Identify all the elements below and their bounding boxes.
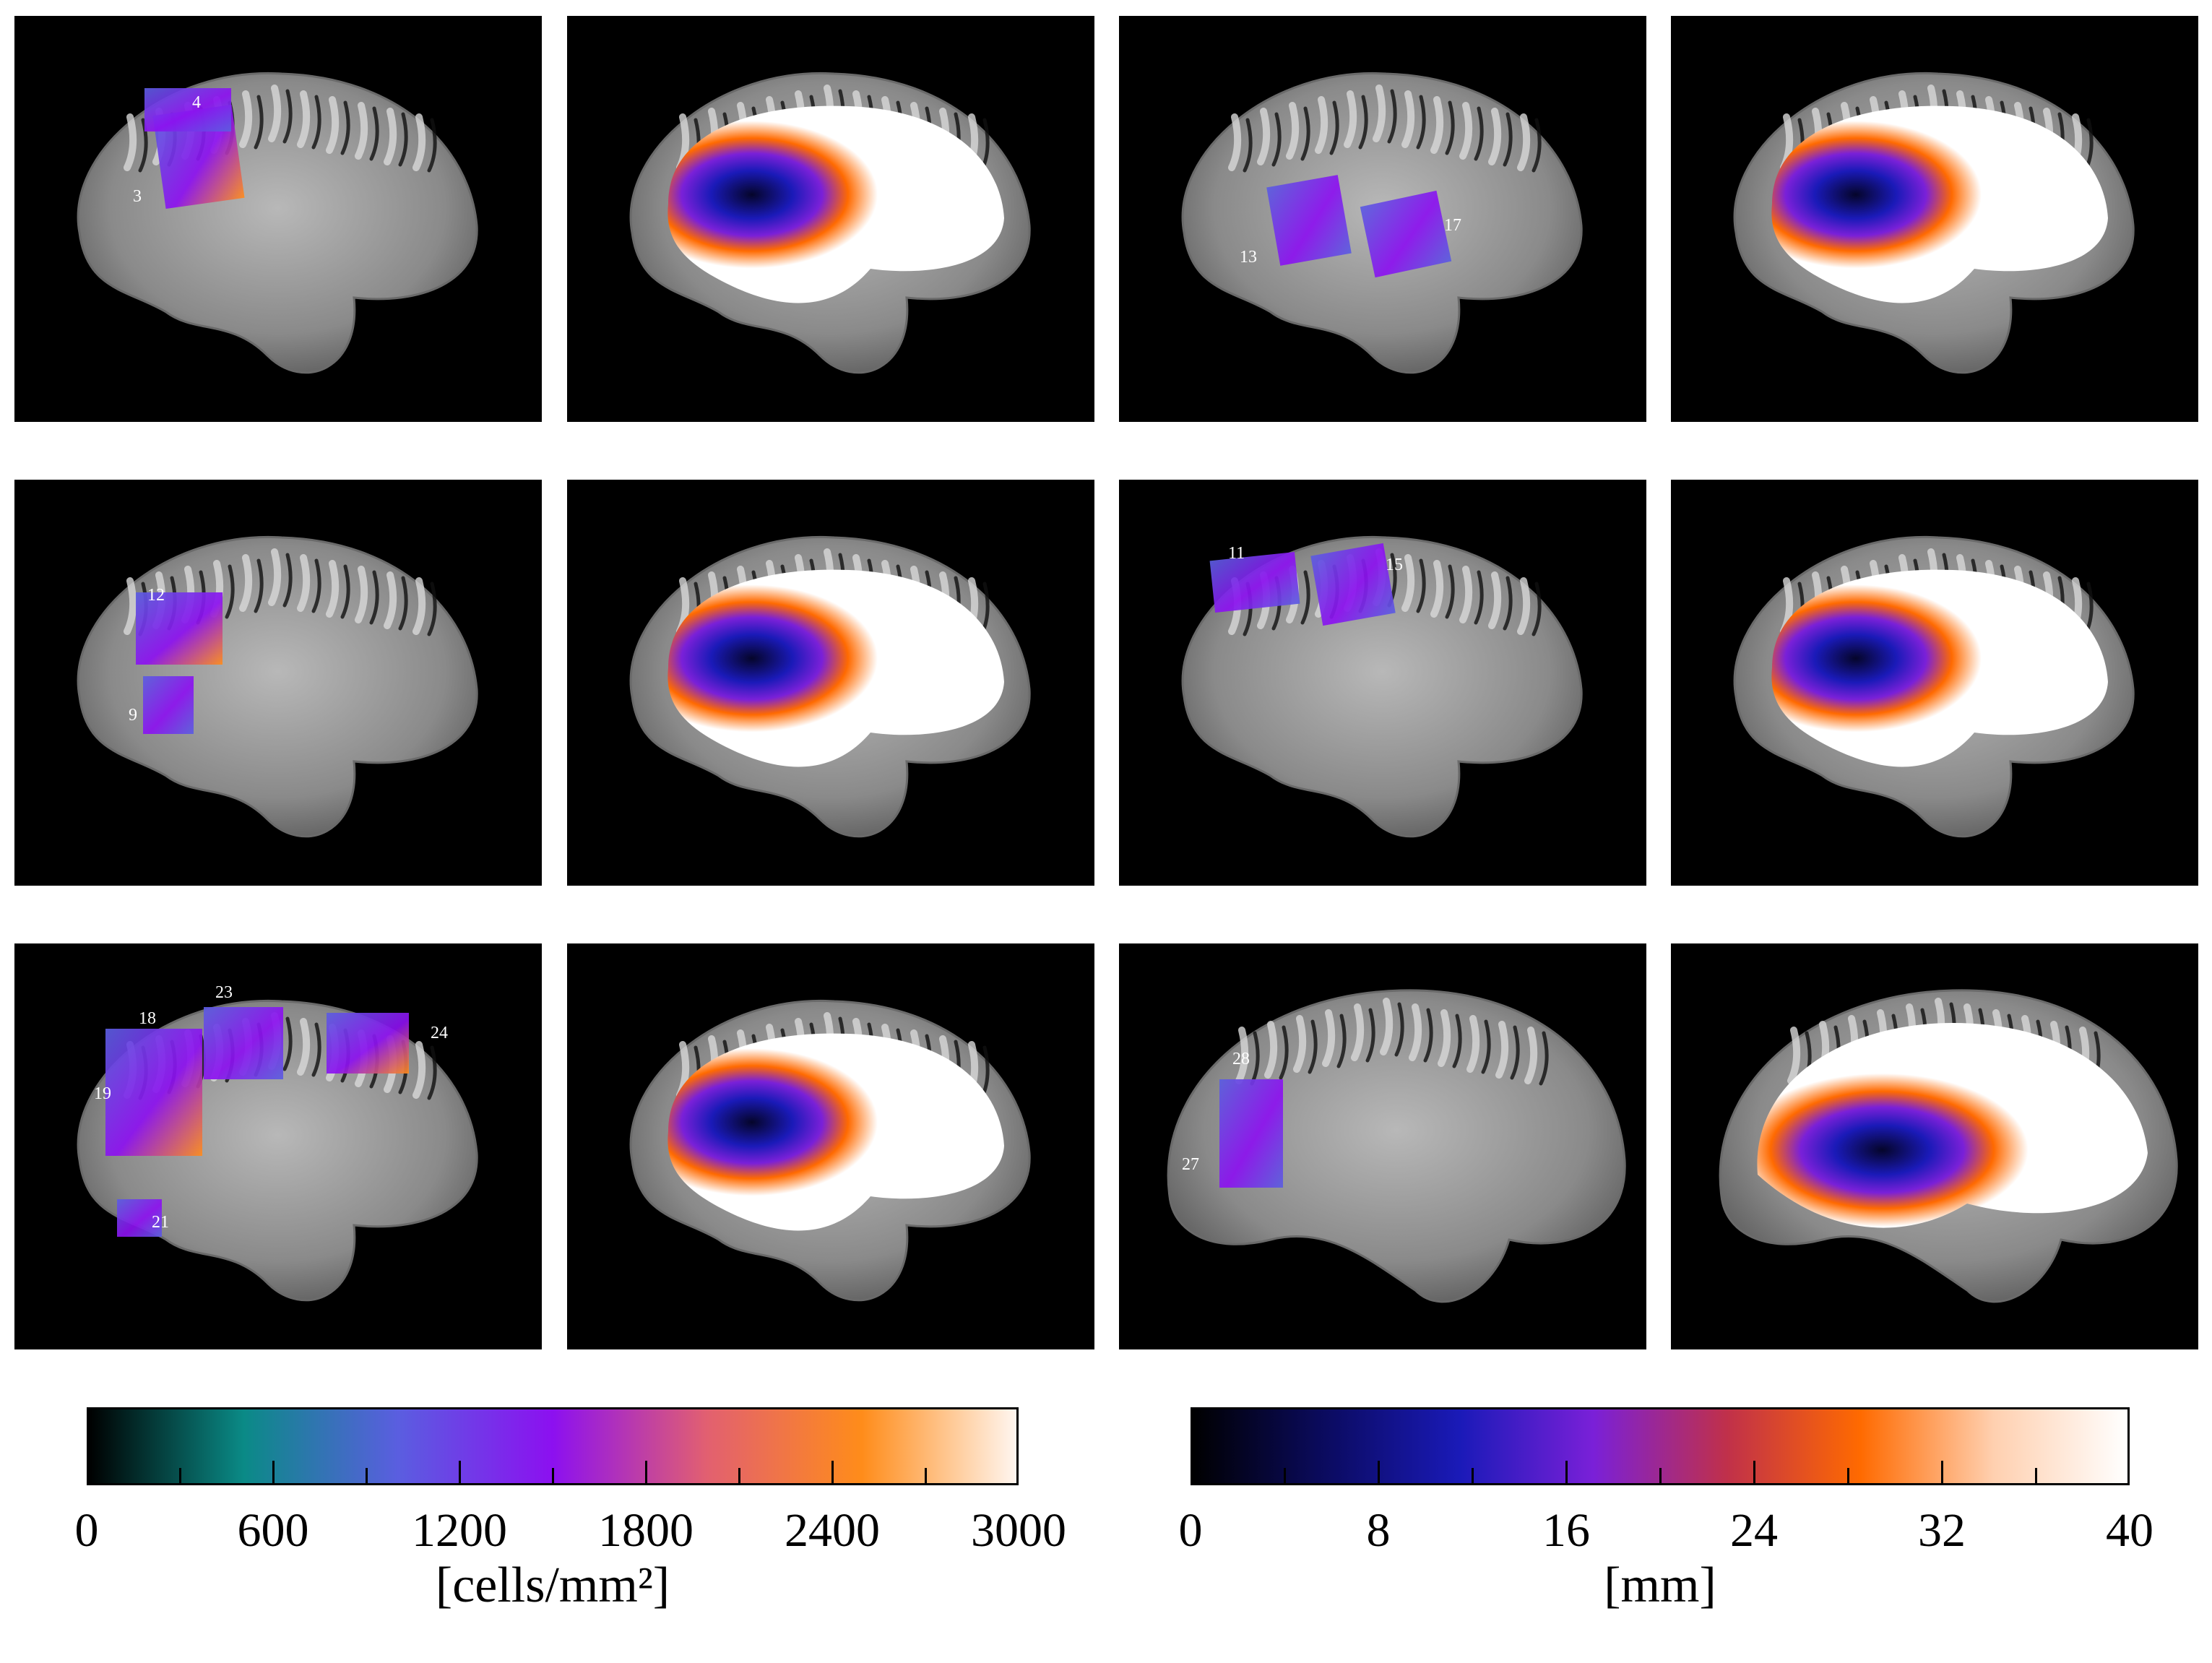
- brain-slice-image: [1167, 989, 1626, 1303]
- histology-patch: [136, 592, 223, 665]
- minor-tick: [179, 1468, 181, 1485]
- mri-histology-panel: 12 9: [14, 480, 542, 886]
- major-tick: [1016, 1461, 1019, 1485]
- major-tick: [1753, 1461, 1755, 1485]
- minor-tick: [1659, 1468, 1662, 1485]
- mri-distance-map-panel: [1671, 480, 2198, 886]
- mri-histology-panel: 28 27: [1119, 943, 1646, 1349]
- brain-slice-image: [77, 72, 478, 374]
- mri-distance-map-panel: [567, 480, 1094, 886]
- patch-number-label: 13: [1240, 248, 1257, 267]
- histology-patch: [144, 88, 231, 131]
- colorbar-tick-label: 0: [1178, 1504, 1203, 1557]
- minor-tick: [1847, 1468, 1849, 1485]
- patch-number-label: 21: [152, 1213, 169, 1232]
- major-tick: [1565, 1461, 1568, 1485]
- colorbar-tick-label: 2400: [785, 1504, 880, 1557]
- brain-slice-image: [1181, 535, 1583, 838]
- patch-number-label: 19: [94, 1084, 111, 1103]
- histology-patch: [143, 676, 194, 734]
- histology-patch: [117, 1199, 162, 1237]
- figure-grid: 4 3 13 17 12 9 11 15 18 23 24 19 21 28 27: [14, 16, 2198, 1349]
- patch-number-label: 23: [215, 983, 233, 1002]
- major-tick: [2127, 1461, 2130, 1485]
- patch-number-label: 12: [147, 586, 165, 605]
- major-tick: [87, 1461, 89, 1485]
- mri-distance-map-panel: [567, 943, 1094, 1349]
- histology-patch: [1209, 552, 1300, 613]
- patch-number-label: 15: [1386, 556, 1403, 574]
- patch-number-label: 18: [139, 1009, 156, 1028]
- colorbar-tick-label: 3000: [971, 1504, 1066, 1557]
- colorbar-tick-label: 600: [237, 1504, 309, 1557]
- colorbar-cell-density: 0 600 1200 1800 2400 3000 [cells/mm²]: [75, 1407, 1066, 1624]
- colorbar-tick-label: 0: [74, 1504, 99, 1557]
- major-tick: [459, 1461, 461, 1485]
- minor-tick: [1284, 1468, 1286, 1485]
- major-tick: [272, 1461, 275, 1485]
- mri-histology-panel: 13 17: [1119, 16, 1646, 422]
- minor-tick: [2035, 1468, 2037, 1485]
- major-tick: [1941, 1461, 1943, 1485]
- colorbar-tick-label: 40: [2106, 1504, 2153, 1557]
- brain-slice-image: [629, 72, 1031, 374]
- brain-slice-image: [1181, 72, 1583, 374]
- minor-tick: [366, 1468, 368, 1485]
- mri-histology-panel: 18 23 24 19 21: [14, 943, 542, 1349]
- patch-number-label: 4: [192, 93, 201, 112]
- patch-number-label: 28: [1232, 1050, 1250, 1068]
- histology-patch: [1266, 175, 1352, 266]
- patch-number-label: 17: [1444, 216, 1461, 235]
- major-tick: [1191, 1461, 1193, 1485]
- patch-number-label: 27: [1182, 1155, 1199, 1174]
- colorbar-distance: 0 8 16 24 32 40 [mm]: [1179, 1407, 2153, 1624]
- minor-tick: [1472, 1468, 1474, 1485]
- colorbar-tick-label: 1200: [412, 1504, 507, 1557]
- colorbar-tick-label: 1800: [598, 1504, 694, 1557]
- minor-tick: [925, 1468, 927, 1485]
- colorbar-unit-label: [cells/mm²]: [435, 1558, 670, 1613]
- colorbar-tick-label: 16: [1542, 1504, 1590, 1557]
- histology-patch: [204, 1007, 283, 1079]
- brain-slice-image: [1719, 989, 2178, 1303]
- colorbar-tick-label: 8: [1366, 1504, 1391, 1557]
- mri-distance-map-panel: [1671, 943, 2198, 1349]
- major-tick: [1378, 1461, 1380, 1485]
- major-tick: [831, 1461, 834, 1485]
- minor-tick: [738, 1468, 740, 1485]
- major-tick: [645, 1461, 647, 1485]
- brain-slice-image: [629, 535, 1031, 838]
- histology-patch: [1310, 543, 1396, 626]
- brain-slice-image: [629, 999, 1031, 1302]
- patch-number-label: 24: [431, 1024, 448, 1042]
- brain-slice-image: [77, 999, 478, 1302]
- histology-patch: [105, 1029, 202, 1156]
- histology-patch: [1360, 190, 1452, 278]
- brain-slice-image: [1733, 72, 2135, 374]
- mri-distance-map-panel: [1671, 16, 2198, 422]
- patch-number-label: 9: [129, 706, 137, 725]
- minor-tick: [552, 1468, 554, 1485]
- brain-slice-image: [77, 535, 478, 838]
- colorbar-tick-label: 24: [1730, 1504, 1778, 1557]
- colorbar-tick-label: 32: [1918, 1504, 1966, 1557]
- mri-distance-map-panel: [567, 16, 1094, 422]
- brain-slice-image: [1733, 535, 2135, 838]
- colorbar-unit-label: [mm]: [1604, 1558, 1716, 1613]
- patch-number-label: 11: [1228, 544, 1245, 563]
- histology-patch: [327, 1013, 409, 1074]
- mri-histology-panel: 11 15: [1119, 480, 1646, 886]
- histology-patch: [1219, 1079, 1283, 1188]
- patch-number-label: 3: [133, 187, 142, 206]
